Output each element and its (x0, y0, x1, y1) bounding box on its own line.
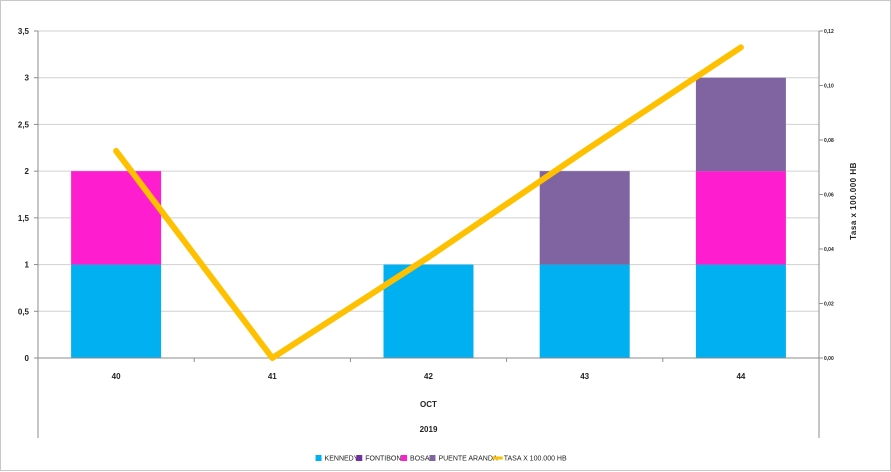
bars (71, 77, 786, 358)
legend-label: FONTIBON (365, 456, 401, 463)
x-group-year: 2019 (420, 425, 438, 434)
x-tick-label: 41 (268, 372, 277, 381)
y-tick-label: 0,5 (18, 307, 30, 316)
y2-tick-label: 0,12 (824, 29, 834, 35)
left-axis-ticks: 0 0,5 1 1,5 2 2,5 3 3,5 (18, 27, 30, 363)
legend-swatch (401, 455, 408, 461)
legend-label: PUENTE ARANDA (438, 456, 497, 463)
bar-kennedy (383, 264, 474, 358)
legend-swatch (429, 455, 436, 461)
legend-label: TASA X 100.000 HB (504, 456, 567, 463)
legend-label: BOSA (410, 456, 430, 463)
y-tick-label: 2 (25, 167, 30, 176)
x-group-month: OCT (420, 400, 437, 409)
legend-swatch (315, 455, 322, 461)
y-tick-label: 1,5 (18, 214, 30, 223)
rate-line-path (113, 44, 744, 361)
right-axis-label: Tasa x 100.000 HB (849, 162, 858, 240)
y-tick-label: 3,5 (18, 27, 30, 36)
y2-tick-label: 0,08 (824, 138, 834, 144)
bar-puente-aranda (695, 77, 786, 172)
legend-swatch (356, 455, 363, 461)
bar-puente-aranda (539, 171, 630, 265)
rate-line (113, 44, 744, 361)
x-tick-label: 44 (736, 372, 745, 381)
y-tick-label: 3 (25, 74, 30, 83)
y2-tick-label: 0,00 (824, 356, 834, 362)
y2-tick-label: 0,06 (824, 193, 834, 199)
bar-kennedy (695, 264, 786, 358)
x-tick-label: 40 (112, 372, 121, 381)
axes (34, 30, 823, 438)
legend: KENNEDY FONTIBON BOSA PUENTE ARANDA TASA X 1… (315, 455, 567, 463)
x-axis-group-labels: OCT 2019 (420, 400, 438, 434)
bar-kennedy (71, 264, 162, 358)
bar-kennedy (539, 264, 630, 358)
y2-tick-label: 0,02 (824, 302, 834, 308)
x-tick-label: 43 (580, 372, 589, 381)
x-tick-label: 42 (424, 372, 433, 381)
y-tick-label: 0 (25, 354, 30, 363)
y-tick-label: 1 (25, 261, 30, 270)
right-axis-ticks: 0,00 0,02 0,04 0,06 0,08 0,10 0,12 (824, 29, 834, 362)
y2-tick-label: 0,04 (824, 247, 834, 253)
bar-bosa (695, 171, 786, 265)
x-axis-ticks: 40 41 42 43 44 (112, 372, 746, 381)
bar-bosa (71, 171, 162, 265)
y2-tick-label: 0,10 (824, 84, 834, 90)
y-tick-label: 2,5 (18, 120, 30, 129)
legend-label: KENNEDY (325, 456, 359, 463)
